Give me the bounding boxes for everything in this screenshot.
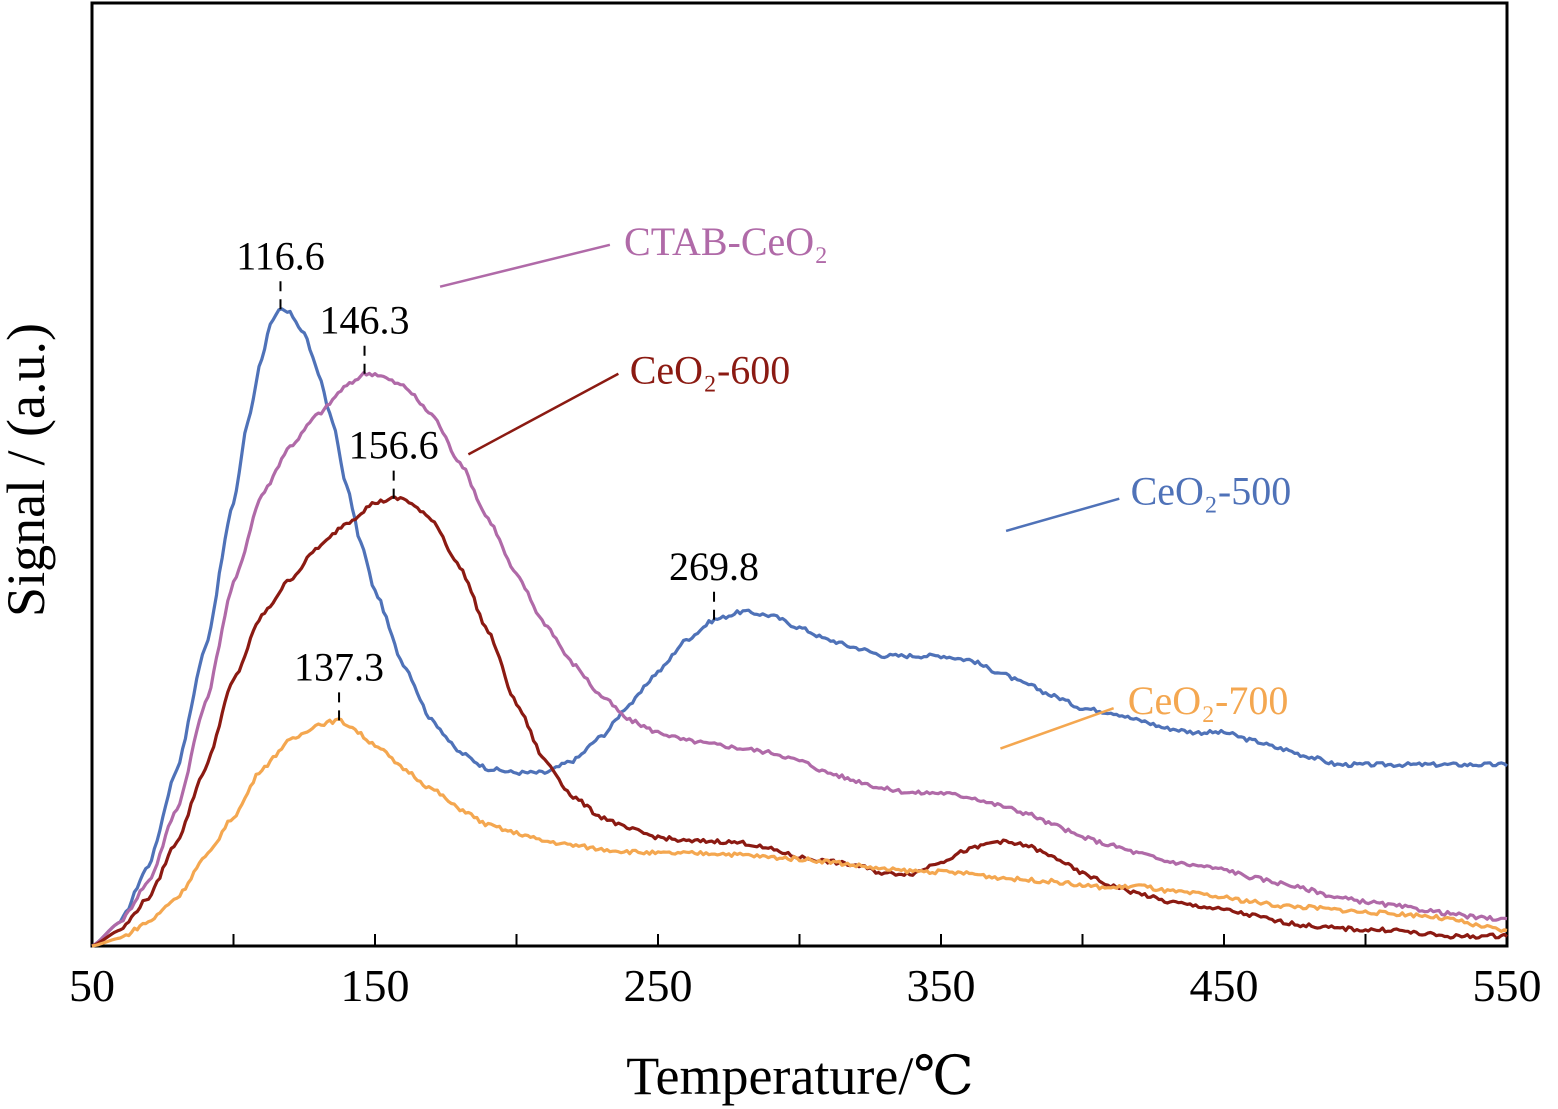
peak-label: 146.3 (320, 298, 410, 343)
series-leader-line (1000, 707, 1115, 750)
x-tick-label: 350 (907, 960, 976, 1011)
x-tick-label: 550 (1473, 960, 1542, 1011)
peak-label: 116.6 (236, 233, 325, 278)
peak-label: 156.6 (349, 423, 439, 468)
peak-label: 269.8 (669, 544, 759, 589)
annotation-layer: CeO₂-500 116.6 269.8 CTAB-CeO₂ 146.3 CeO₂-600… (236, 219, 1292, 750)
x-tick-label: 50 (69, 960, 115, 1011)
peak-label: 137.3 (294, 644, 384, 689)
y-axis-title: Signal / (a.u.) (0, 323, 56, 617)
series-line (91, 495, 1508, 948)
series-line (91, 307, 1508, 948)
series-line (91, 371, 1508, 948)
plot-frame (90, 1, 1509, 948)
x-axis-ticks: 50 150 250 350 450 550 (69, 934, 1542, 1011)
series-line (91, 717, 1508, 948)
series-leader-line (439, 243, 611, 288)
x-tick-label: 450 (1190, 960, 1259, 1011)
series-label: CeO₂-700 (1128, 678, 1289, 723)
series-leader-line (467, 372, 619, 456)
x-tick-label: 150 (341, 960, 410, 1011)
series-layer (91, 307, 1508, 948)
x-axis-title: Temperature/℃ (626, 1046, 973, 1106)
x-tick-label: 250 (624, 960, 693, 1011)
series-label: CTAB-CeO₂ (624, 219, 828, 264)
series-label: CeO₂-600 (630, 348, 791, 393)
series-leader-line (1005, 497, 1120, 533)
series-label: CeO₂-500 (1131, 469, 1292, 514)
